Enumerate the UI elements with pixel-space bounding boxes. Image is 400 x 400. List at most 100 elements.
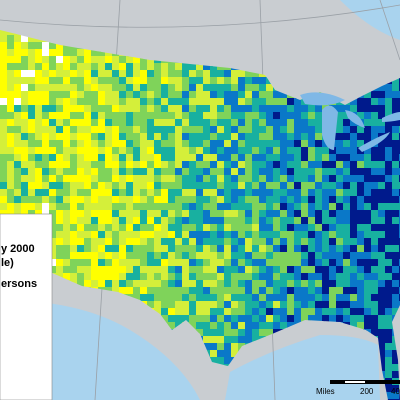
county	[14, 77, 21, 84]
county	[273, 182, 283, 189]
county	[266, 182, 276, 189]
county	[224, 280, 231, 287]
county	[385, 245, 392, 252]
county	[161, 147, 168, 154]
county	[42, 105, 52, 112]
county	[133, 154, 143, 161]
county	[161, 63, 168, 70]
county	[84, 189, 91, 196]
county	[294, 294, 301, 301]
county	[392, 357, 399, 364]
county	[371, 287, 378, 294]
county	[133, 210, 140, 217]
county	[49, 70, 56, 77]
county	[196, 91, 203, 98]
county	[98, 77, 105, 84]
county	[49, 231, 56, 238]
county	[133, 161, 140, 168]
county	[175, 273, 182, 280]
county	[210, 217, 220, 224]
county	[273, 98, 280, 105]
county	[119, 133, 126, 140]
county	[0, 161, 10, 168]
county	[21, 140, 28, 147]
county	[224, 84, 234, 91]
county	[357, 308, 364, 315]
county	[77, 175, 84, 182]
county	[28, 98, 38, 105]
county	[245, 84, 252, 91]
county	[217, 175, 227, 182]
county	[294, 266, 304, 273]
county	[392, 287, 399, 294]
county	[266, 147, 273, 154]
county	[294, 217, 304, 224]
county	[133, 126, 140, 133]
county	[245, 273, 255, 280]
county	[91, 231, 98, 238]
county	[196, 329, 206, 336]
county	[35, 161, 42, 168]
county	[196, 119, 203, 126]
county	[14, 70, 21, 77]
county	[357, 175, 364, 182]
county	[119, 273, 126, 280]
lake	[382, 112, 400, 122]
county	[231, 322, 241, 329]
county	[196, 98, 206, 105]
county	[49, 49, 59, 56]
county	[91, 147, 101, 154]
county	[203, 140, 210, 147]
county	[343, 133, 350, 140]
county	[266, 189, 273, 196]
county	[7, 56, 14, 63]
county	[105, 189, 112, 196]
county	[182, 266, 189, 273]
county	[252, 224, 262, 231]
county	[42, 119, 52, 126]
county	[70, 126, 80, 133]
county	[63, 196, 70, 203]
county	[49, 210, 56, 217]
county	[140, 133, 150, 140]
county	[378, 245, 385, 252]
county	[203, 336, 210, 343]
county	[336, 294, 343, 301]
county	[196, 238, 206, 245]
county	[217, 238, 224, 245]
county	[175, 301, 185, 308]
county	[350, 189, 357, 196]
county	[98, 175, 108, 182]
county	[371, 196, 378, 203]
county	[385, 301, 395, 308]
county	[28, 147, 35, 154]
county	[0, 35, 10, 42]
county	[238, 266, 248, 273]
county	[266, 315, 276, 322]
counties	[0, 30, 400, 400]
county	[112, 217, 119, 224]
legend-subtitle: le)	[1, 257, 14, 269]
county	[154, 301, 164, 308]
county	[182, 161, 189, 168]
county	[189, 287, 196, 294]
county	[224, 238, 231, 245]
county	[91, 140, 98, 147]
county	[357, 245, 364, 252]
county	[77, 203, 84, 210]
county	[140, 245, 150, 252]
county	[266, 91, 273, 98]
county	[0, 133, 10, 140]
county	[224, 245, 231, 252]
county	[77, 119, 87, 126]
county	[259, 182, 266, 189]
county	[203, 203, 213, 210]
county	[273, 210, 283, 217]
county	[84, 63, 94, 70]
county	[21, 35, 28, 42]
county	[147, 224, 154, 231]
county	[231, 280, 238, 287]
county	[126, 238, 133, 245]
county	[56, 70, 63, 77]
county	[350, 238, 357, 245]
